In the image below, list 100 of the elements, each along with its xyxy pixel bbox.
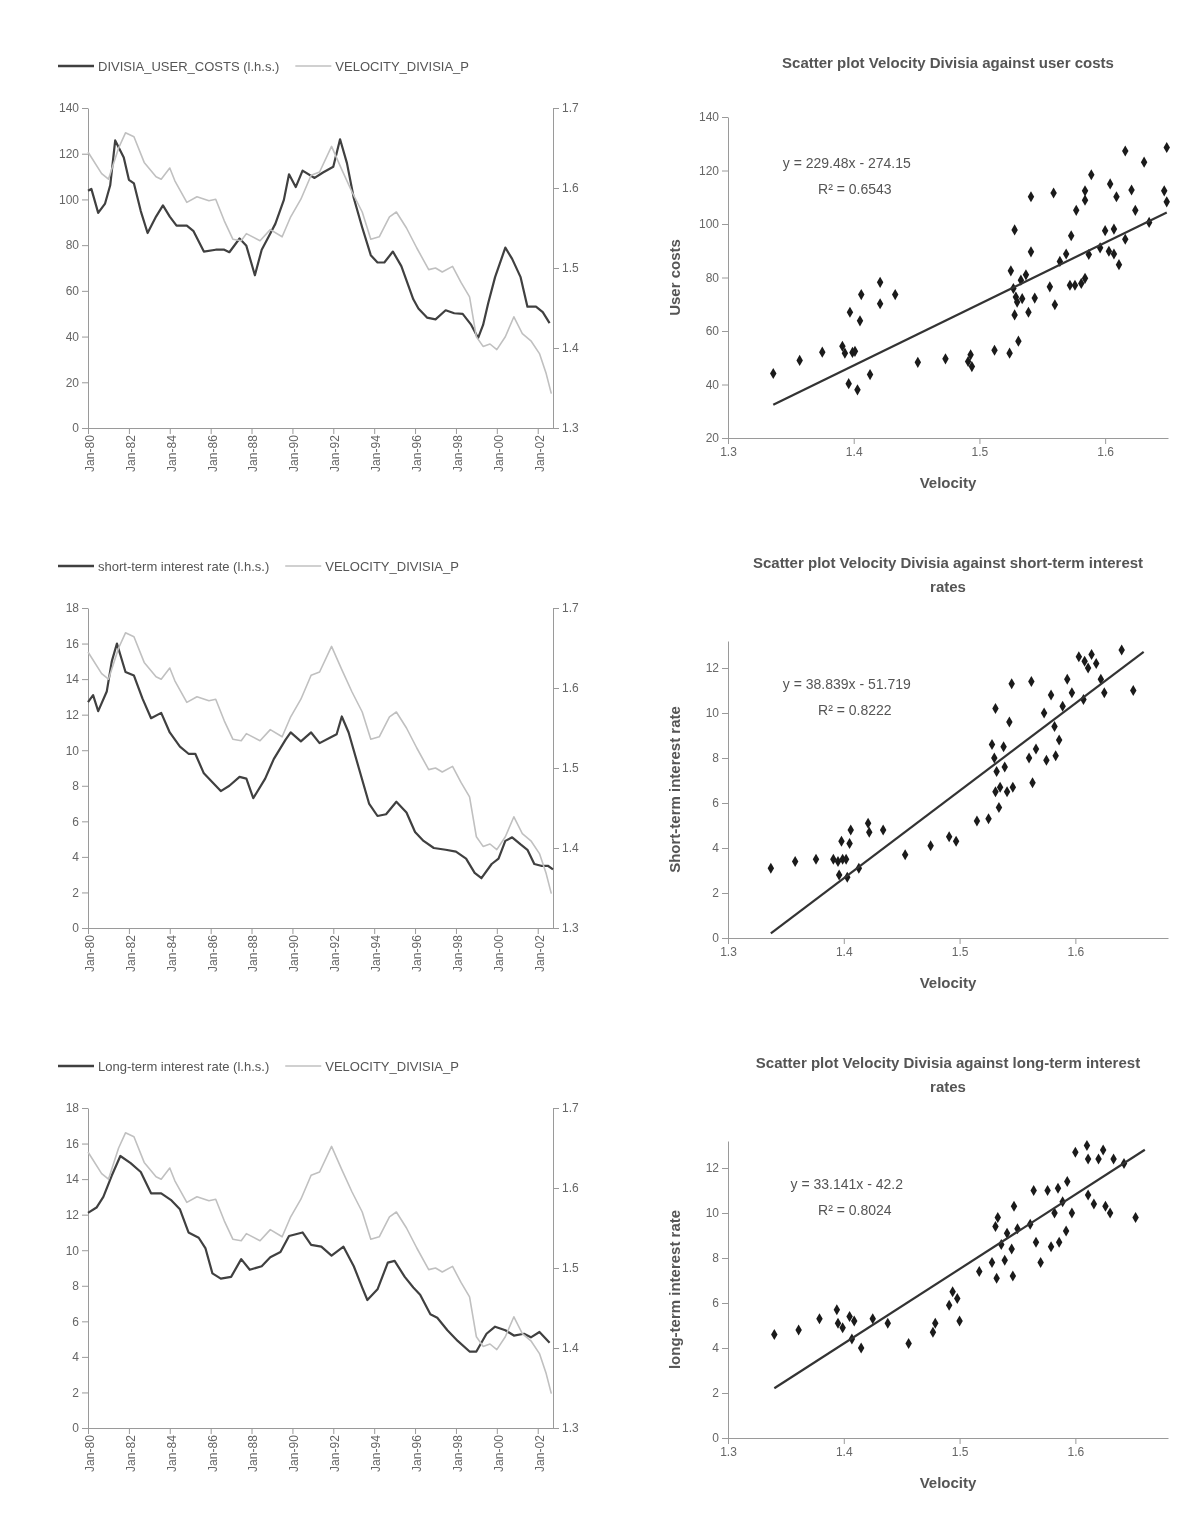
y-axis-title: long-term interest rate <box>666 1209 683 1370</box>
x-tick-label: Jan-88 <box>246 434 261 472</box>
y-tick-label: 18 <box>65 601 80 616</box>
legend-label: DIVISIA_USER_COSTS (l.h.s.) <box>98 59 280 74</box>
y-tick-label: 100 <box>698 217 720 232</box>
x-tick-label: Jan-80 <box>82 934 97 972</box>
x-tick-label: Jan-90 <box>287 434 302 472</box>
annotation: y = 38.839x - 51.719 <box>782 675 912 692</box>
x-tick-label: Jan-80 <box>82 1434 97 1472</box>
y2-tick-label: 1.6 <box>562 181 580 196</box>
y-tick-label: 80 <box>705 270 720 285</box>
x-tick-label: 1.5 <box>951 944 969 959</box>
line-series <box>87 1132 553 1395</box>
x-tick-label: Jan-94 <box>369 1434 384 1472</box>
y-tick-label: 0 <box>72 421 80 436</box>
y2-tick-label: 1.5 <box>562 261 580 276</box>
y-tick-label: 0 <box>72 921 80 936</box>
x-tick-label: Jan-96 <box>409 934 424 972</box>
y-tick-label: 4 <box>72 850 80 865</box>
x-tick-label: Jan-94 <box>369 934 384 972</box>
legend-label: short-term interest rate (l.h.s.) <box>98 559 270 574</box>
x-tick-label: Jan-98 <box>450 1434 465 1472</box>
annotation: R² = 0.8024 <box>818 1201 892 1218</box>
y-tick-label: 100 <box>58 192 80 207</box>
line-series <box>86 1154 551 1353</box>
y-tick-label: 14 <box>65 672 80 687</box>
y2-tick-label: 1.4 <box>562 1341 580 1356</box>
y-tick-label: 140 <box>58 101 80 116</box>
x-tick-label: Jan-86 <box>205 434 220 472</box>
y-tick-label: 0 <box>72 1421 80 1436</box>
x-tick-label: Jan-90 <box>287 934 302 972</box>
y-tick-label: 12 <box>65 1208 80 1223</box>
y-tick-label: 120 <box>698 163 720 178</box>
y-tick-label: 12 <box>705 661 720 676</box>
x-tick-label: Jan-82 <box>123 434 138 472</box>
y-tick-label: 8 <box>712 751 720 766</box>
y-tick-label: 6 <box>712 1296 720 1311</box>
x-tick-label: Jan-88 <box>246 1434 261 1472</box>
y-tick-label: 140 <box>698 110 720 125</box>
y-tick-label: 2 <box>72 1385 80 1400</box>
x-tick-label: Jan-92 <box>328 1434 343 1472</box>
y-tick-label: 18 <box>65 1101 80 1116</box>
annotation: R² = 0.8222 <box>818 701 892 718</box>
line-series <box>86 138 551 340</box>
y-tick-label: 60 <box>705 324 720 339</box>
x-tick-label: 1.3 <box>720 1444 738 1459</box>
legend-label: VELOCITY_DIVISIA_P <box>335 59 469 74</box>
y-axis-title: Short-term interest rate <box>666 706 683 873</box>
y2-tick-label: 1.7 <box>562 1101 580 1116</box>
y2-tick-label: 1.7 <box>562 101 580 116</box>
x-tick-label: Jan-98 <box>450 934 465 972</box>
x-tick-label: Jan-88 <box>246 934 261 972</box>
x-tick-label: Jan-82 <box>123 1434 138 1472</box>
y2-tick-label: 1.3 <box>562 421 580 436</box>
y-tick-label: 40 <box>705 377 720 392</box>
x-tick-label: Jan-84 <box>164 934 179 972</box>
y2-tick-label: 1.5 <box>562 1261 580 1276</box>
y-tick-label: 2 <box>712 1386 720 1401</box>
x-tick-label: 1.4 <box>835 1444 853 1459</box>
annotation: R² = 0.6543 <box>818 181 892 198</box>
y-tick-label: 80 <box>65 238 80 253</box>
y-tick-label: 6 <box>712 796 720 811</box>
x-axis-title: Velocity <box>919 974 977 991</box>
y-tick-label: 2 <box>712 886 720 901</box>
x-axis-title: Velocity <box>919 1474 977 1491</box>
x-tick-label: 1.6 <box>1097 444 1115 459</box>
y-tick-label: 60 <box>65 284 80 299</box>
y2-tick-label: 1.7 <box>562 601 580 616</box>
annotation: y = 229.48x - 274.15 <box>782 155 912 172</box>
chart-title: Scatter plot Velocity Divisia against short-term interest rates <box>752 554 1144 595</box>
y-tick-label: 6 <box>72 1314 80 1329</box>
x-tick-label: 1.4 <box>835 944 853 959</box>
y-tick-label: 12 <box>705 1161 720 1176</box>
chart-title: Scatter plot Velocity Divisia against user costs <box>782 54 1114 71</box>
y-tick-label: 4 <box>712 1341 720 1356</box>
y-tick-label: 0 <box>712 931 720 946</box>
x-tick-label: Jan-02 <box>532 934 547 972</box>
x-tick-label: Jan-80 <box>82 434 97 472</box>
x-tick-label: Jan-86 <box>205 934 220 972</box>
y2-tick-label: 1.6 <box>562 1181 580 1196</box>
y2-tick-label: 1.5 <box>562 761 580 776</box>
y2-tick-label: 1.6 <box>562 681 580 696</box>
x-tick-label: 1.3 <box>720 444 738 459</box>
x-tick-label: Jan-98 <box>450 434 465 472</box>
x-tick-label: 1.4 <box>845 444 863 459</box>
x-tick-label: Jan-92 <box>328 434 343 472</box>
y-axis-title: User costs <box>666 239 683 316</box>
x-tick-label: Jan-86 <box>205 1434 220 1472</box>
x-tick-label: Jan-96 <box>409 1434 424 1472</box>
y2-tick-label: 1.4 <box>562 841 580 856</box>
x-tick-label: Jan-84 <box>164 434 179 472</box>
annotation: y = 33.141x - 42.2 <box>790 1175 904 1192</box>
y2-tick-label: 1.4 <box>562 341 580 356</box>
y-tick-label: 10 <box>65 1243 80 1258</box>
legend-label: VELOCITY_DIVISIA_P <box>325 1059 459 1074</box>
y-tick-label: 10 <box>65 743 80 758</box>
y-tick-label: 8 <box>72 1279 80 1294</box>
y-tick-label: 16 <box>65 1136 80 1151</box>
y-tick-label: 0 <box>712 1431 720 1446</box>
x-tick-label: Jan-90 <box>287 1434 302 1472</box>
